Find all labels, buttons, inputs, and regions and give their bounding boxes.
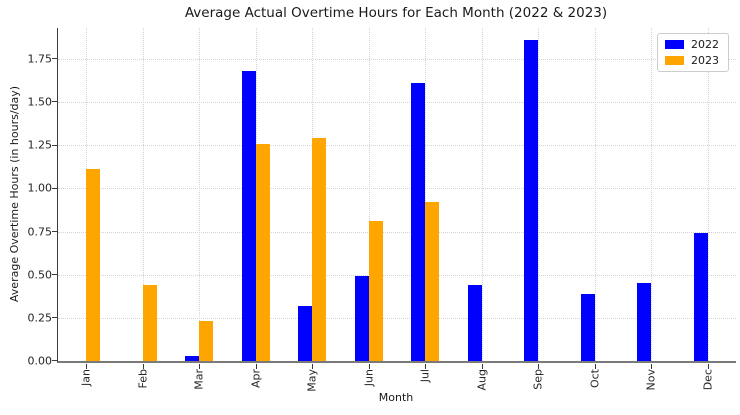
bar-2022-mar [185, 355, 200, 361]
x-tick-mark [142, 364, 144, 369]
x-tick-label-jul: Jul [418, 369, 432, 383]
x-tick-mark [538, 364, 540, 369]
y-tick-mark [52, 274, 57, 276]
bar-2023-mar [199, 321, 214, 361]
x-gridline [368, 28, 370, 361]
bar-2022-aug [467, 285, 482, 361]
x-axis-label: Month [378, 391, 414, 404]
bar-2022-sep [524, 40, 539, 361]
bar-2023-may [312, 138, 327, 361]
y-gridline [58, 145, 736, 147]
y-gridline [58, 231, 736, 233]
bar-2023-apr [255, 143, 270, 361]
bar-2022-jul [411, 83, 426, 361]
x-tick-label-jan: Jan [79, 369, 93, 386]
x-tick-label-mar: Mar [192, 369, 206, 390]
legend: 2022 2023 [657, 33, 729, 72]
x-gridline [142, 28, 144, 361]
y-tick-label: 1.50 [27, 95, 53, 109]
x-tick-mark [255, 364, 257, 369]
x-tick-label-oct: Oct [588, 369, 602, 389]
x-tick-label-dec: Dec [701, 369, 715, 391]
x-tick-mark [594, 364, 596, 369]
x-tick-mark [707, 364, 709, 369]
bar-2022-jun [354, 276, 369, 361]
legend-row-2023: 2023 [665, 55, 719, 66]
x-gridline [538, 28, 540, 361]
y-tick-mark [52, 144, 57, 146]
x-tick-label-aug: Aug [475, 369, 489, 391]
x-gridline [594, 28, 596, 361]
x-gridline [481, 28, 483, 361]
y-tick-label: 0.50 [27, 268, 53, 282]
x-gridline [651, 28, 653, 361]
legend-row-2022: 2022 [665, 39, 719, 50]
y-gridline [58, 59, 736, 61]
x-tick-label-may: May [305, 369, 319, 392]
y-tick-mark [52, 317, 57, 319]
y-tick-label: 0.00 [27, 354, 53, 368]
legend-swatch-2023 [665, 56, 684, 65]
x-tick-label-nov: Nov [644, 369, 658, 391]
y-tick-label: 1.00 [27, 181, 53, 195]
bar-2022-apr [241, 71, 256, 361]
y-gridline [58, 102, 736, 104]
y-gridline [58, 317, 736, 319]
plot-area: 0.00 0.25 0.50 0.75 1.00 1.25 1.50 1.75 Jan Feb Ma… [28, 28, 736, 392]
y-tick-mark [52, 360, 57, 362]
bar-2022-dec [693, 233, 708, 361]
x-tick-label-feb: Feb [136, 369, 150, 389]
chart-title: Average Actual Overtime Hours for Each M… [184, 5, 608, 21]
legend-label-2022: 2022 [691, 38, 719, 51]
x-tick-label-sep: Sep [531, 369, 545, 390]
x-tick-mark [199, 364, 201, 369]
y-tick-label: 0.75 [27, 225, 53, 239]
bar-2023-feb [142, 285, 157, 361]
y-tick-label: 1.25 [27, 138, 53, 152]
legend-label-2023: 2023 [691, 54, 719, 67]
legend-swatch-2022 [665, 40, 684, 49]
x-tick-mark [651, 364, 653, 369]
x-tick-mark [481, 364, 483, 369]
x-gridline [425, 28, 427, 361]
y-tick-label: 1.75 [27, 52, 53, 66]
x-tick-mark [312, 364, 314, 369]
x-tick-mark [86, 364, 88, 369]
x-tick-label-apr: Apr [249, 369, 263, 389]
y-tick-mark [52, 187, 57, 189]
y-tick-mark [52, 58, 57, 60]
y-gridline [58, 274, 736, 276]
x-gridline [199, 28, 201, 361]
x-gridline [707, 28, 709, 361]
y-gridline [58, 188, 736, 190]
x-tick-label-jun: Jun [362, 369, 376, 387]
y-tick-mark [52, 101, 57, 103]
bar-2022-nov [637, 283, 652, 361]
x-tick-mark [425, 364, 427, 369]
x-tick-mark [368, 364, 370, 369]
bar-2023-jan [86, 169, 101, 361]
y-tick-label: 0.25 [27, 311, 53, 325]
y-tick-mark [52, 230, 57, 232]
bar-2022-oct [580, 293, 595, 361]
bar-2022-may [298, 305, 313, 361]
bar-2023-jun [368, 221, 383, 361]
y-axis-label: Average Overtime Hours (in hours/day) [8, 85, 21, 303]
bar-2023-jul [425, 202, 440, 361]
